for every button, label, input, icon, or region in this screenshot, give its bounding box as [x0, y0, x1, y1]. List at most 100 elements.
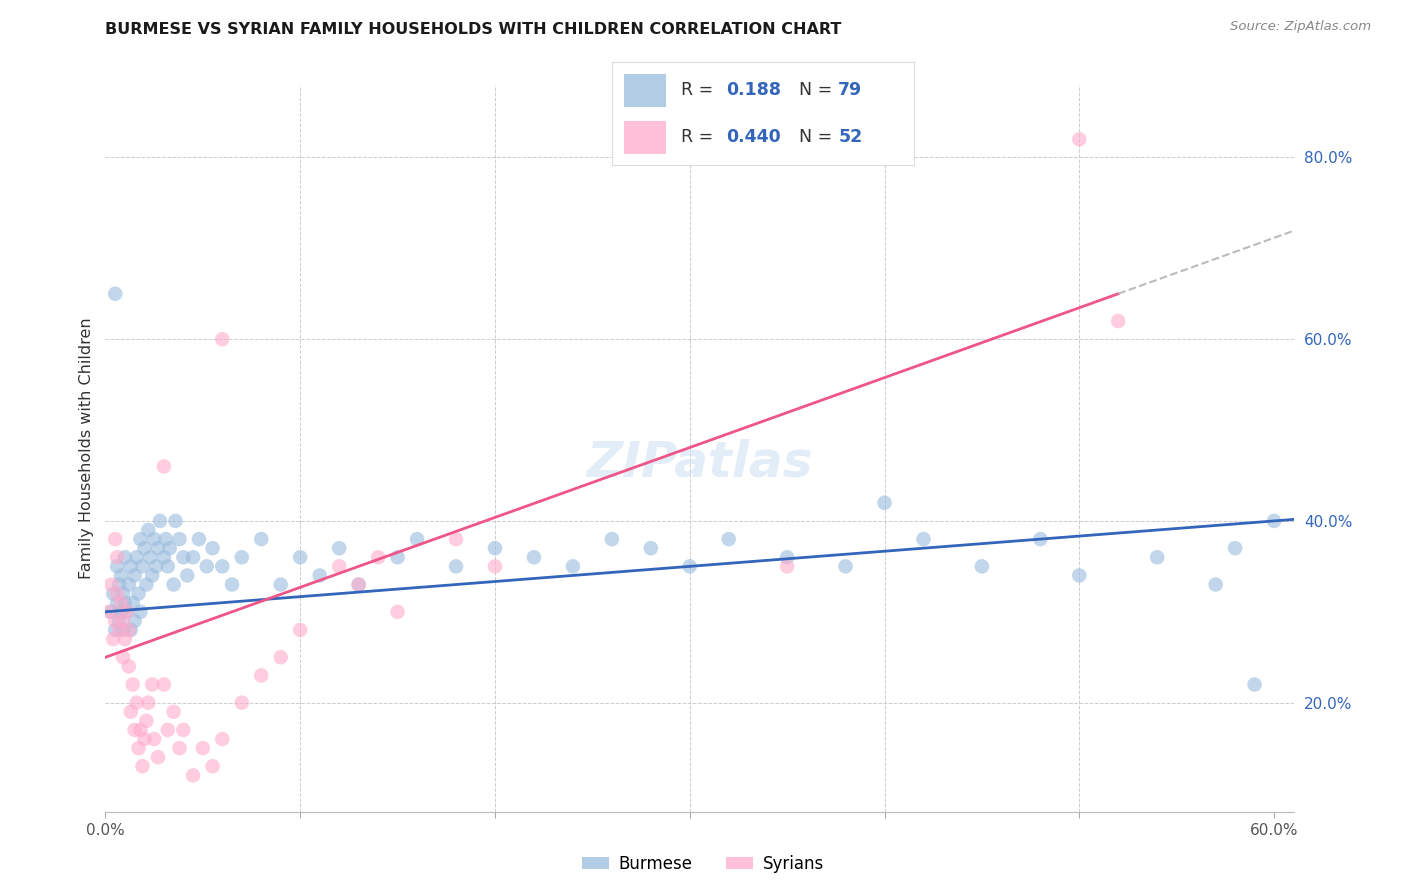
Point: [111, 650, 134, 665]
Point: [118, 577, 141, 591]
Point: [290, 550, 312, 565]
Point: [111, 614, 134, 628]
Point: [100, 605, 122, 619]
Point: [201, 759, 224, 773]
Point: [561, 559, 583, 574]
Point: [231, 550, 253, 565]
Point: [308, 568, 330, 582]
Point: [172, 723, 194, 737]
Point: [105, 559, 128, 574]
Point: [135, 714, 157, 728]
Text: ZIPatlas: ZIPatlas: [586, 439, 813, 487]
Point: [120, 559, 142, 574]
Point: [484, 559, 506, 574]
Bar: [624, 121, 666, 153]
Point: [169, 741, 191, 756]
Point: [139, 550, 162, 565]
Text: 0.188: 0.188: [727, 81, 782, 99]
Point: [114, 632, 136, 646]
Point: [103, 632, 125, 646]
Point: [250, 532, 273, 546]
Point: [162, 705, 184, 719]
Point: [211, 559, 233, 574]
Point: [118, 623, 141, 637]
Text: 52: 52: [838, 128, 862, 146]
Point: [523, 550, 546, 565]
Point: [128, 587, 150, 601]
Point: [834, 559, 856, 574]
Point: [1243, 677, 1265, 691]
Bar: [624, 74, 666, 106]
Point: [970, 559, 993, 574]
Point: [169, 532, 191, 546]
Point: [290, 623, 312, 637]
Point: [129, 532, 152, 546]
Point: [328, 559, 350, 574]
Point: [211, 332, 233, 346]
Point: [484, 541, 506, 556]
Point: [129, 605, 152, 619]
Point: [444, 559, 467, 574]
Point: [124, 568, 146, 582]
Point: [120, 623, 142, 637]
Point: [145, 559, 167, 574]
Text: BURMESE VS SYRIAN FAMILY HOUSEHOLDS WITH CHILDREN CORRELATION CHART: BURMESE VS SYRIAN FAMILY HOUSEHOLDS WITH…: [105, 22, 842, 37]
Point: [105, 587, 128, 601]
Point: [120, 705, 142, 719]
Point: [114, 596, 136, 610]
Point: [1069, 568, 1091, 582]
Point: [118, 659, 141, 673]
Point: [155, 532, 177, 546]
Point: [135, 577, 157, 591]
Point: [98, 605, 121, 619]
Text: R =: R =: [681, 81, 718, 99]
Point: [159, 541, 181, 556]
Point: [136, 696, 159, 710]
Point: [110, 568, 132, 582]
Point: [367, 550, 389, 565]
Point: [187, 532, 209, 546]
Point: [181, 768, 204, 782]
Point: [172, 550, 194, 565]
Point: [146, 750, 169, 764]
Point: [128, 741, 150, 756]
Point: [143, 731, 166, 746]
Point: [347, 577, 370, 591]
Point: [104, 286, 127, 301]
Point: [1205, 577, 1227, 591]
Point: [124, 723, 146, 737]
Point: [153, 677, 176, 691]
Text: 0.440: 0.440: [727, 128, 782, 146]
Text: R =: R =: [681, 128, 718, 146]
Point: [110, 596, 132, 610]
Point: [104, 532, 127, 546]
Point: [121, 596, 143, 610]
Point: [270, 650, 292, 665]
Point: [270, 577, 292, 591]
Point: [125, 696, 148, 710]
Point: [131, 759, 153, 773]
Point: [114, 550, 136, 565]
Point: [776, 550, 799, 565]
Point: [111, 587, 134, 601]
Point: [211, 731, 233, 746]
Point: [141, 677, 163, 691]
Point: [110, 605, 132, 619]
Point: [162, 577, 184, 591]
Point: [250, 668, 273, 682]
Point: [328, 541, 350, 556]
Point: [1223, 541, 1246, 556]
Text: 79: 79: [838, 81, 862, 99]
Point: [104, 614, 127, 628]
Point: [105, 596, 128, 610]
Point: [153, 459, 176, 474]
Text: Source: ZipAtlas.com: Source: ZipAtlas.com: [1230, 20, 1371, 33]
Point: [406, 532, 429, 546]
Point: [191, 741, 214, 756]
Text: N =: N =: [799, 81, 838, 99]
Text: N =: N =: [799, 128, 838, 146]
Point: [131, 559, 153, 574]
Point: [111, 623, 134, 637]
Point: [387, 605, 409, 619]
Point: [115, 605, 138, 619]
